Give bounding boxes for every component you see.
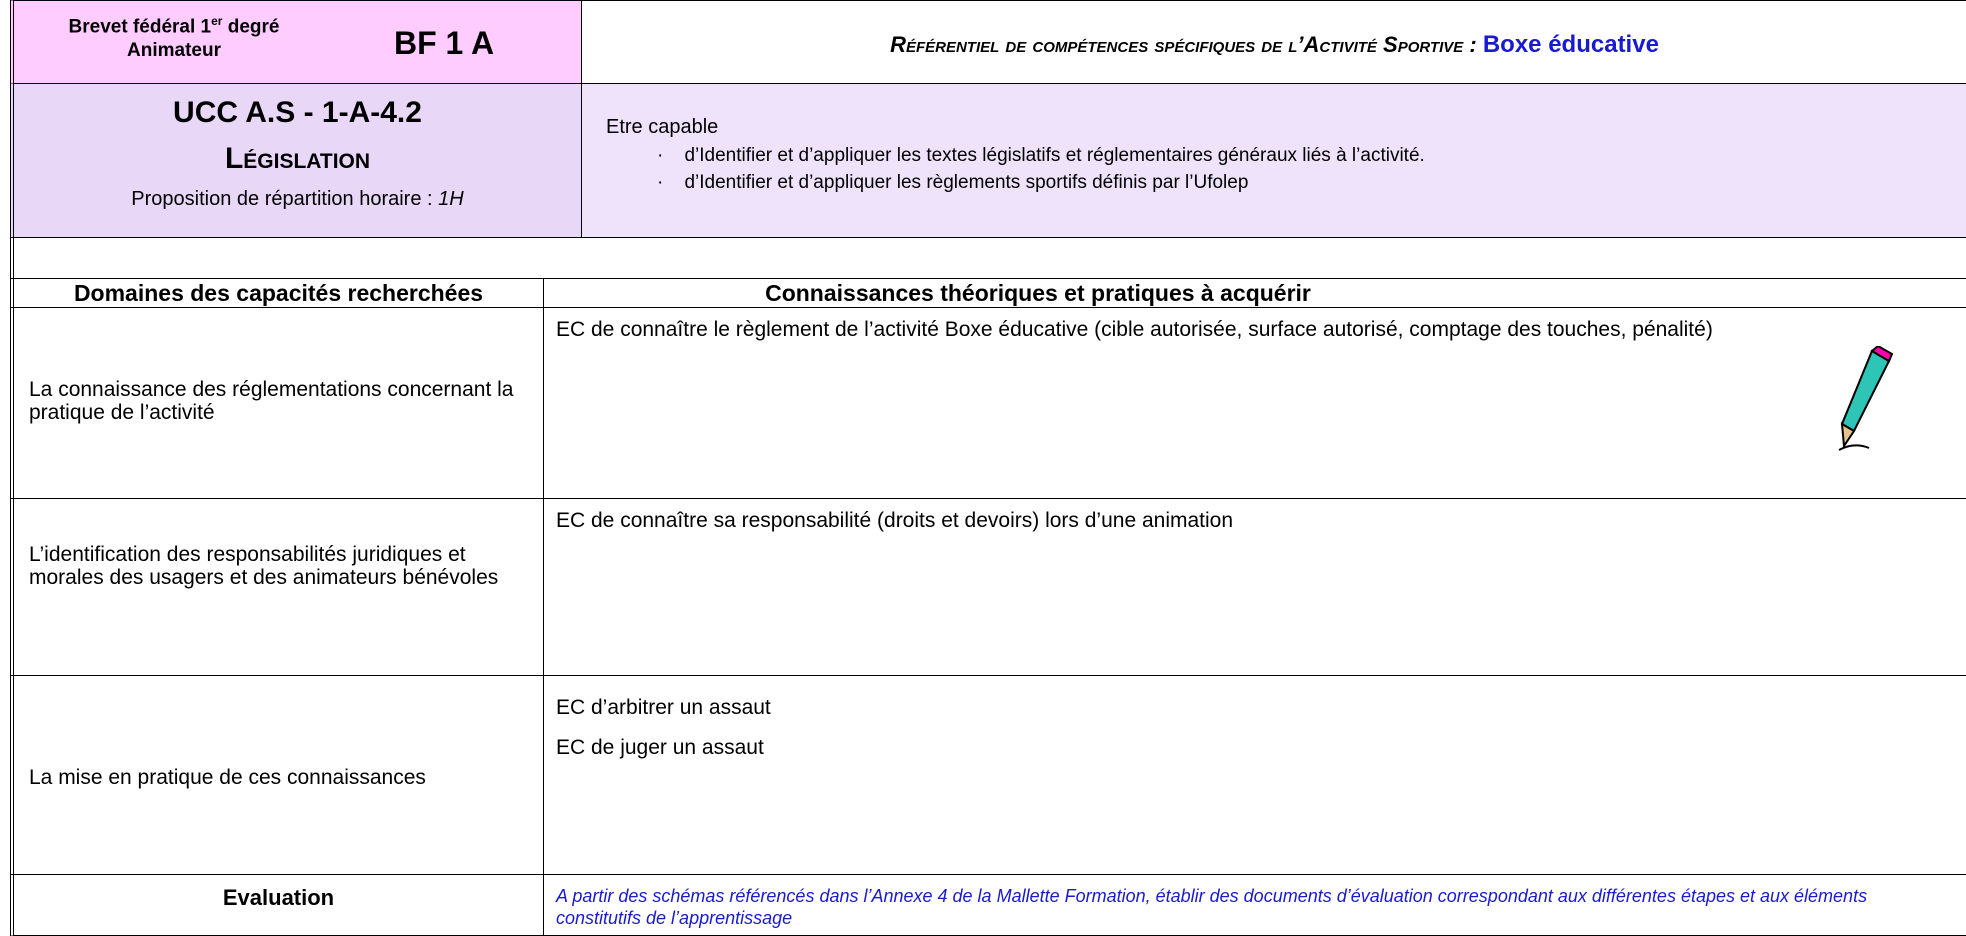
hours-line: Proposition de répartition horaire : 1H (14, 188, 581, 211)
domain-cell: L’identification des responsabilités jur… (10, 498, 544, 676)
unit-name: Législation (224, 142, 371, 175)
objective-text: d’Identifier et d’appliquer les règlemen… (684, 172, 1249, 193)
level: Brevet fédéral 1er degré Animateur (44, 9, 304, 63)
knowledge-item: EC de juger un assaut (556, 736, 764, 759)
knowledge-item: EC d’arbitrer un assaut (556, 696, 771, 719)
domain-cell: La mise en pratique de ces connaissances (10, 675, 544, 875)
objective-item: · d’Identifier et d’appliquer les règlem… (657, 172, 1249, 193)
hours: 1H (438, 188, 464, 210)
header-right: Référentiel de compétences spécifiques d… (581, 0, 1966, 84)
evaluation-text: A partir des schémas référencés dans l’A… (543, 874, 1966, 936)
header-title-line: Référentiel de compétences spécifiques d… (582, 31, 1966, 59)
objective-text: d’Identifier et d’appliquer les textes l… (684, 145, 1425, 166)
role: Animateur (127, 40, 221, 62)
level-sup: er (211, 14, 223, 28)
level-text: Brevet fédéral 1 (68, 16, 212, 38)
header-left: Brevet fédéral 1er degré Animateur BF 1 … (10, 0, 582, 84)
unit-code: UCC A.S - 1-A-4.2 (173, 96, 422, 129)
pencil-icon (1838, 346, 1894, 451)
spacer-row (10, 237, 1966, 279)
code: BF 1 A (394, 25, 495, 61)
table-header: Connaissances théoriques et pratiques à … (543, 278, 1966, 308)
knowledge-cell: EC d’arbitrer un assaut EC de juger un a… (543, 675, 1966, 875)
objectives-list: · d’Identifier et d’appliquer les textes… (657, 142, 1425, 196)
objectives-intro: Etre capable (606, 116, 719, 138)
evaluation-label: Evaluation (10, 874, 544, 936)
header-title: Référentiel de compétences spécifiques d… (890, 32, 1477, 57)
domain-cell: La connaissance des réglementations conc… (10, 307, 544, 499)
table-header: Domaines des capacités recherchées (10, 278, 544, 308)
activity: Boxe éducative (1482, 31, 1659, 58)
objectives-box: Etre capable · d’Identifier et d’appliqu… (581, 83, 1966, 238)
knowledge-cell: EC de connaître le règlement de l’activi… (543, 307, 1966, 499)
knowledge-item: EC de connaître sa responsabilité (droit… (556, 509, 1234, 532)
knowledge-cell: EC de connaître sa responsabilité (droit… (543, 498, 1966, 676)
knowledge-item: EC de connaître le règlement de l’activi… (556, 318, 1713, 341)
hours-label: Proposition de répartition horaire : (131, 188, 433, 210)
unit-box: UCC A.S - 1-A-4.2 Législation Propositio… (10, 83, 582, 238)
level-text: degré (227, 16, 280, 38)
objective-item: · d’Identifier et d’appliquer les textes… (657, 145, 1425, 166)
